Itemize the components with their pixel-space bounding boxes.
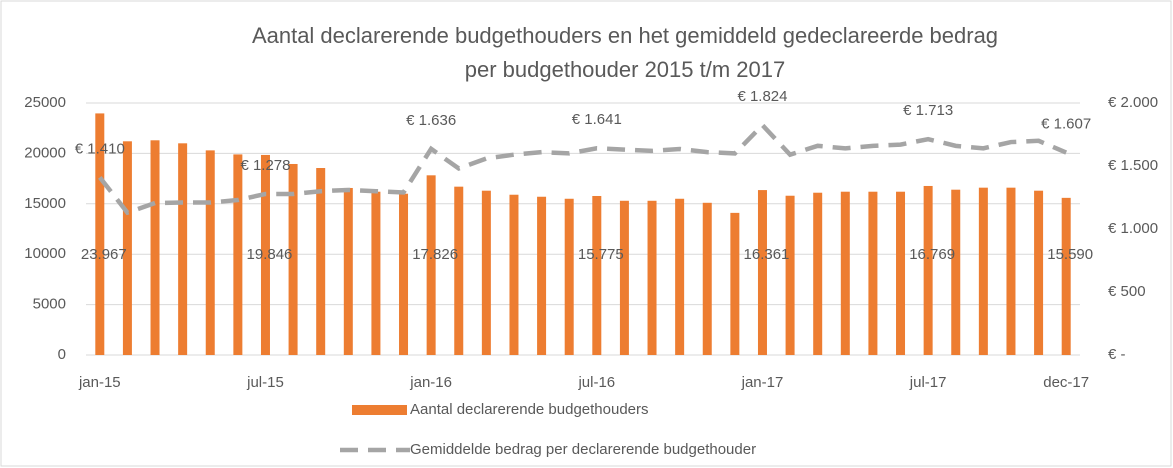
- bar: [205, 150, 215, 355]
- bar: [564, 198, 574, 355]
- bar: [343, 187, 353, 355]
- line-value-label: € 1.636: [406, 112, 456, 129]
- bar: [454, 186, 464, 355]
- bar: [260, 154, 270, 355]
- chart-title: per budgethouder 2015 t/m 2017: [465, 57, 785, 82]
- y2-tick-label: € 500: [1108, 283, 1146, 300]
- legend-swatch: [352, 405, 407, 415]
- y2-tick-label: € 1.500: [1108, 157, 1158, 174]
- bar: [316, 168, 326, 355]
- bar: [785, 195, 795, 355]
- bar: [481, 190, 491, 355]
- bar: [426, 175, 436, 355]
- bar: [178, 143, 188, 355]
- bar: [233, 154, 243, 355]
- bar: [730, 212, 740, 355]
- bar-value-label: 16.361: [744, 246, 790, 263]
- y2-tick-label: € -: [1108, 346, 1126, 363]
- line: [98, 121, 1068, 216]
- y-tick-label: 5000: [33, 296, 66, 313]
- bar: [619, 200, 629, 355]
- bar: [896, 191, 906, 355]
- bar: [150, 140, 160, 355]
- bar: [95, 113, 105, 355]
- x-tick-label: jan-17: [741, 374, 784, 391]
- x-tick-label: jan-15: [78, 374, 121, 391]
- bar: [675, 198, 685, 355]
- y-tick-label: 20000: [24, 144, 66, 161]
- bar-value-label: 16.769: [909, 246, 955, 263]
- line-value-label: € 1.641: [572, 111, 622, 128]
- bar: [840, 191, 850, 355]
- x-tick-label: jan-16: [409, 374, 452, 391]
- x-tick-label: jul-16: [577, 374, 615, 391]
- bar: [371, 191, 381, 355]
- x-tick-label: jul-17: [909, 374, 947, 391]
- bar-value-label: 19.846: [247, 246, 293, 263]
- line-value-label: € 1.410: [75, 140, 125, 157]
- bar: [868, 191, 878, 355]
- bar-value-label: 23.967: [81, 246, 127, 263]
- bar: [288, 163, 298, 355]
- bar: [122, 141, 132, 355]
- bar: [813, 192, 823, 355]
- bar: [951, 189, 961, 355]
- bar-value-label: 17.826: [412, 246, 458, 263]
- y2-tick-label: € 2.000: [1108, 94, 1158, 111]
- y-tick-label: 0: [58, 346, 66, 363]
- bar: [757, 190, 767, 355]
- x-tick-label: jul-15: [246, 374, 284, 391]
- y-tick-label: 15000: [24, 195, 66, 212]
- bar: [509, 194, 519, 355]
- line-value-label: € 1.713: [903, 102, 953, 119]
- line-value-label: € 1.824: [737, 88, 787, 105]
- y-tick-label: 25000: [24, 94, 66, 111]
- bar: [1061, 197, 1071, 355]
- chart-title: Aantal declarerende budgethouders en het…: [252, 23, 998, 48]
- bar: [647, 200, 657, 355]
- x-tick-label: dec-17: [1043, 374, 1089, 391]
- bar: [978, 187, 988, 355]
- line-value-label: € 1.607: [1041, 115, 1091, 132]
- legend-label: Aantal declarerende budgethouders: [410, 401, 649, 418]
- bar: [1034, 190, 1044, 355]
- line-value-label: € 1.278: [240, 157, 290, 174]
- bar: [592, 195, 602, 355]
- bar: [1006, 187, 1016, 355]
- bar: [923, 185, 933, 355]
- y-tick-label: 10000: [24, 245, 66, 262]
- bar-value-label: 15.590: [1047, 246, 1093, 263]
- legend-label: Gemiddelde bedrag per declarerende budge…: [410, 441, 756, 458]
- bar: [399, 193, 409, 355]
- bar-value-label: 15.775: [578, 246, 624, 263]
- bar: [702, 202, 712, 355]
- bar: [537, 196, 547, 355]
- y2-tick-label: € 1.000: [1108, 220, 1158, 237]
